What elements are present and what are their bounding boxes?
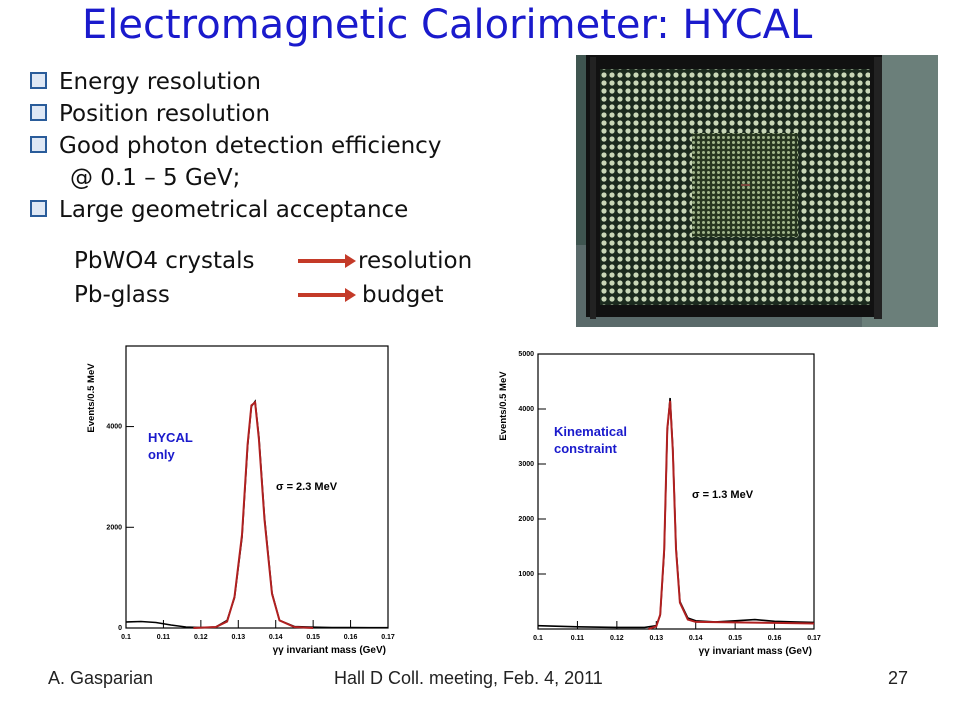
checkbox-bullet-icon [30, 200, 47, 217]
x-tick-label: 0.16 [344, 634, 358, 641]
feature-text: Position resolution [59, 101, 271, 127]
chart-kinematical-constraint: 0.1 0.11 0.12 0.13 0.14 0.15 0.16 0.17 1000 2000 3… [494, 338, 830, 668]
x-tick-label: 0.12 [194, 634, 208, 641]
right-arrow-icon [298, 288, 356, 302]
x-tick-label: 0.13 [649, 635, 663, 642]
checkbox-bullet-icon [30, 136, 47, 153]
chart-kinematical-svg: 0.1 0.11 0.12 0.13 0.14 0.15 0.16 0.17 1000 2000 3… [498, 351, 821, 657]
x-tick-label: 0.15 [728, 635, 742, 642]
x-axis-label: γγ invariant mass (GeV) [273, 645, 386, 656]
feature-text: @ 0.1 – 5 GeV; [70, 165, 241, 191]
x-tick-label: 0.12 [610, 635, 624, 642]
x-tick-label: 0.16 [768, 635, 782, 642]
y-tick-label: 4000 [518, 406, 534, 413]
x-tick-label: 0.14 [689, 635, 703, 642]
chart-annotation: constraint [554, 441, 618, 456]
x-tick-label: 0.13 [231, 634, 245, 641]
feature-item: Energy resolution [30, 66, 441, 98]
right-arrow-icon [298, 254, 356, 268]
x-tick-label: 0.11 [157, 634, 170, 641]
comparison-row: Pb-glass budget [74, 278, 504, 312]
feature-text: Good photon detection efficiency [59, 133, 442, 159]
y-axis-label: Events/0.5 MeV [498, 371, 509, 441]
x-axis-label: γγ invariant mass (GeV) [699, 646, 812, 657]
feature-item: @ 0.1 – 5 GeV; [30, 162, 441, 194]
y-tick-label: 1000 [518, 571, 534, 578]
feature-text: Energy resolution [59, 69, 262, 95]
gaussian-fit [193, 400, 314, 629]
x-tick-label: 0.17 [807, 635, 821, 642]
footer-page-number: 27 [888, 668, 909, 688]
x-tick-label: 0.17 [381, 634, 395, 641]
comparison-right: budget [362, 282, 444, 308]
material-comparison: PbWO4 crystals resolution Pb-glass budge… [74, 244, 504, 312]
chart-hycal-only: 0.1 0.11 0.12 0.13 0.14 0.15 0.16 0.17 0 2000 4000… [74, 338, 404, 668]
y-axis-label: Events/0.5 MeV [86, 363, 97, 433]
hycal-photo-drawing [576, 55, 938, 327]
comparison-left: PbWO4 crystals [74, 248, 255, 274]
x-tick-label: 0.15 [306, 634, 320, 641]
footer-author: A. Gasparian [48, 668, 154, 688]
checkbox-bullet-icon [30, 104, 47, 121]
footer-meeting: Hall D Coll. meeting, Feb. 4, 2011 [334, 668, 603, 688]
sigma-label: σ = 2.3 MeV [276, 481, 338, 493]
feature-list: Energy resolution Position resolution Good… [30, 66, 441, 226]
chart-annotation: HYCAL [148, 430, 193, 445]
comparison-right: resolution [358, 248, 473, 274]
feature-text: Large geometrical acceptance [59, 197, 409, 223]
chart-annotation: only [148, 447, 175, 462]
feature-item: Large geometrical acceptance [30, 194, 441, 226]
y-tick-label: 3000 [518, 461, 534, 468]
x-tick-label: 0.1 [121, 634, 131, 641]
chart-hycal-only-svg: 0.1 0.11 0.12 0.13 0.14 0.15 0.16 0.17 0 2000 4000… [86, 345, 395, 656]
checkbox-bullet-icon [30, 72, 47, 89]
x-tick-label: 0.11 [571, 635, 584, 642]
plot-frame [537, 353, 815, 630]
x-tick-label: 0.1 [533, 635, 543, 642]
y-tick-label: 2000 [106, 524, 122, 531]
comparison-left: Pb-glass [74, 282, 170, 308]
x-tick-label: 0.14 [269, 634, 283, 641]
sigma-label: σ = 1.3 MeV [692, 489, 754, 501]
hycal-photo [576, 55, 938, 327]
feature-item: Position resolution [30, 98, 441, 130]
y-tick-label: 0 [118, 625, 122, 632]
comparison-row: PbWO4 crystals resolution [74, 244, 504, 278]
y-tick-label: 4000 [106, 424, 122, 431]
gaussian-fit [648, 400, 815, 630]
slide-title: Electromagnetic Calorimeter: HYCAL [82, 2, 813, 48]
plot-frame [125, 345, 389, 629]
y-tick-label: 2000 [518, 516, 534, 523]
y-tick-label: 5000 [518, 351, 534, 358]
chart-annotation: Kinematical [554, 424, 627, 439]
feature-item: Good photon detection efficiency [30, 130, 441, 162]
